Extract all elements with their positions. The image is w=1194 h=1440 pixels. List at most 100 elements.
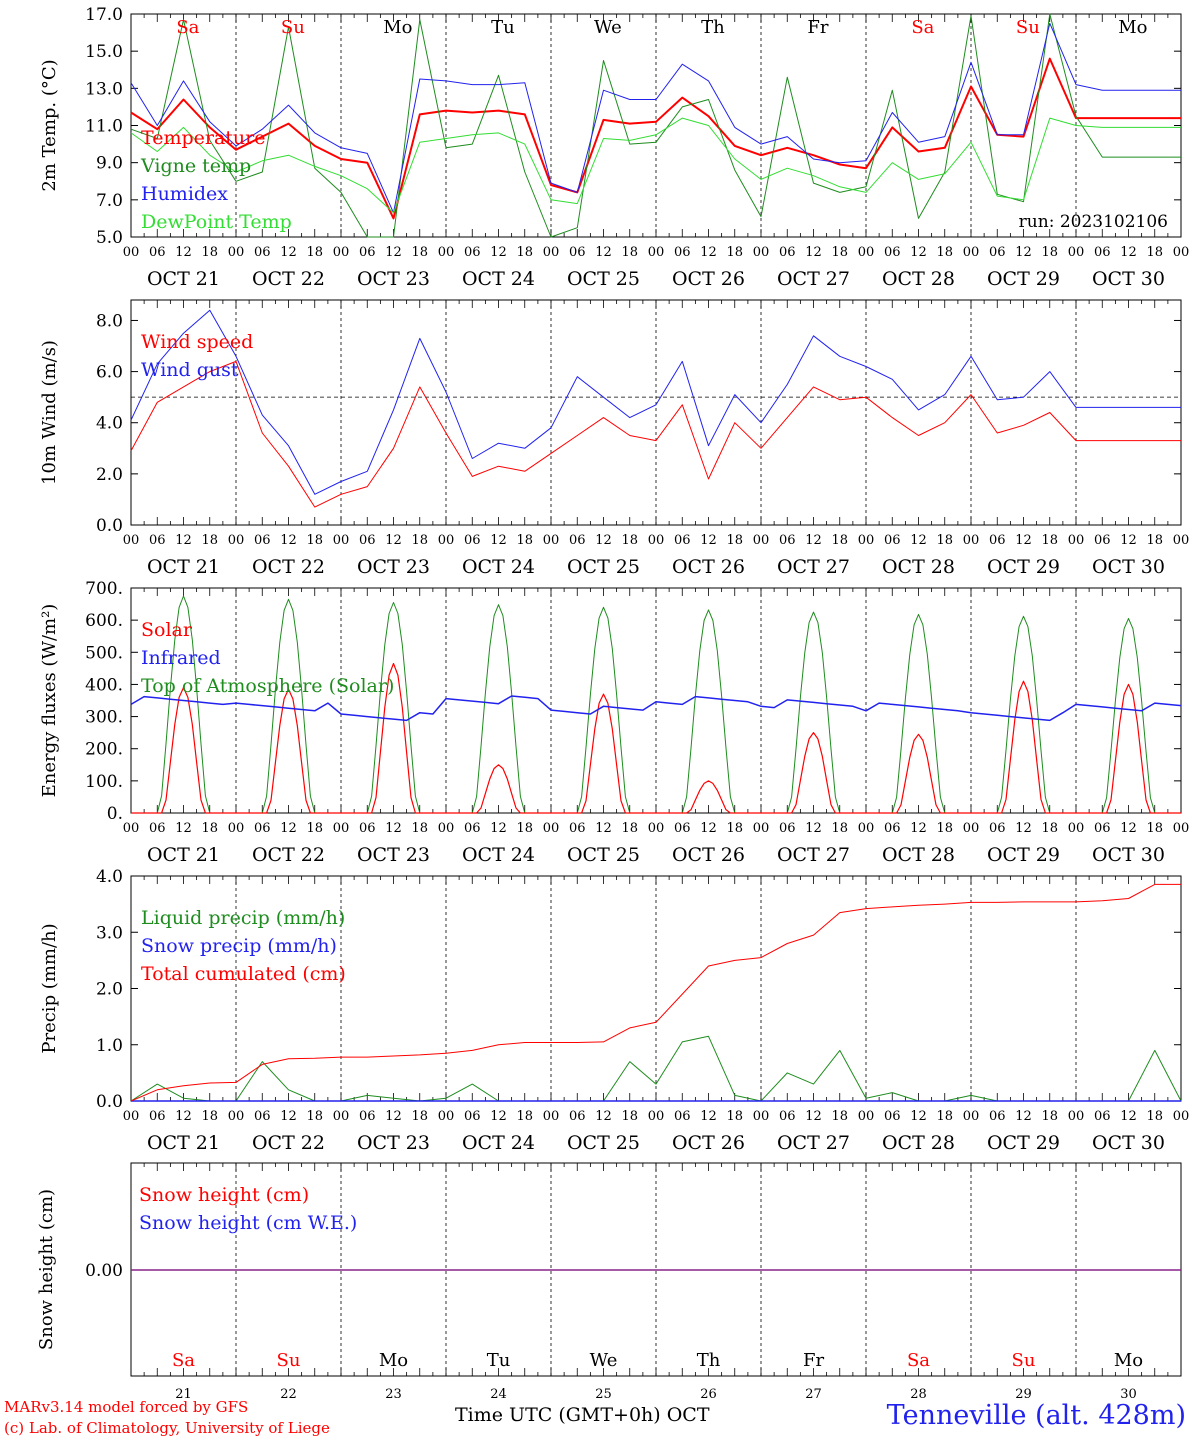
hour-tick-label: 12 <box>280 1109 297 1124</box>
date-label: OCT 23 <box>357 556 430 578</box>
hour-tick-label: 06 <box>464 821 481 836</box>
hour-tick-label: 12 <box>280 821 297 836</box>
hour-tick-label: 12 <box>175 821 192 836</box>
hour-tick-label: 00 <box>963 821 980 836</box>
hour-tick-label: 12 <box>490 821 507 836</box>
y-tick-label: 6.0 <box>96 363 123 383</box>
hour-tick-label: 18 <box>621 533 638 548</box>
panel-frame <box>130 13 1182 238</box>
hour-tick-label: 06 <box>464 1109 481 1124</box>
date-label: OCT 25 <box>567 556 640 578</box>
weekday-label: Fr <box>807 17 828 38</box>
date-label: OCT 21 <box>147 268 220 290</box>
hour-tick-label: 18 <box>516 533 533 548</box>
weekday-label: Tu <box>491 17 515 38</box>
hour-tick-label: 18 <box>936 245 953 260</box>
date-label: OCT 24 <box>462 268 535 290</box>
date-label: OCT 21 <box>147 1132 220 1154</box>
hour-tick-label: 06 <box>1094 533 1111 548</box>
y-tick-label: 4.0 <box>96 414 123 434</box>
hour-tick-label: 12 <box>1015 821 1032 836</box>
hour-tick-label: 12 <box>805 1109 822 1124</box>
hour-tick-label: 18 <box>726 1109 743 1124</box>
date-label: OCT 22 <box>252 844 325 866</box>
legend-entry: Wind gust <box>141 359 239 381</box>
hour-tick-label: 00 <box>123 1109 140 1124</box>
hour-tick-label: 00 <box>753 821 770 836</box>
energy-y-axis: 0. 100. 200. 300. 400. 500. 600. 700. Energy flu… <box>39 579 1181 824</box>
y-tick-label: 13.0 <box>85 79 123 99</box>
hour-tick-label: 18 <box>306 245 323 260</box>
weekday-label: Su <box>1016 17 1040 38</box>
hour-tick-label: 06 <box>149 821 166 836</box>
hour-tick-label: 06 <box>884 1109 901 1124</box>
hour-tick-label: 12 <box>910 245 927 260</box>
hour-tick-label: 12 <box>910 821 927 836</box>
hour-tick-label: 06 <box>989 821 1006 836</box>
temperature-series: Temperature Vigne temp Humidex DewPoint Tem… <box>130 13 1181 238</box>
hour-tick-label: 12 <box>700 1109 717 1124</box>
date-label: OCT 30 <box>1092 1132 1165 1154</box>
hour-tick-label: 12 <box>595 245 612 260</box>
y-tick-label: 0.0 <box>96 516 123 536</box>
date-label: OCT 24 <box>462 556 535 578</box>
hour-tick-label: 18 <box>726 821 743 836</box>
day-number: 25 <box>595 1387 612 1402</box>
y-tick-label: 17.0 <box>85 5 123 25</box>
date-label: OCT 25 <box>567 268 640 290</box>
hour-tick-label: 00 <box>963 1109 980 1124</box>
hour-tick-label: 00 <box>543 245 560 260</box>
date-label: OCT 30 <box>1092 844 1165 866</box>
hour-tick-label: 06 <box>674 245 691 260</box>
hour-tick-label: 00 <box>1173 1109 1190 1124</box>
y-tick-label: 400. <box>85 675 123 695</box>
hour-tick-label: 06 <box>1094 821 1111 836</box>
hour-tick-label: 00 <box>753 1109 770 1124</box>
hour-tick-label: 12 <box>1120 821 1137 836</box>
hour-tick-label: 18 <box>201 1109 218 1124</box>
hour-tick-label: 06 <box>779 533 796 548</box>
hour-tick-label: 00 <box>228 245 245 260</box>
date-label: OCT 29 <box>987 1132 1060 1154</box>
date-label: OCT 29 <box>987 268 1060 290</box>
legend-entry: Infrared <box>141 647 221 669</box>
date-label: OCT 22 <box>252 1132 325 1154</box>
hour-tick-label: 12 <box>700 245 717 260</box>
legend-entry: Snow height (cm) <box>139 1184 309 1206</box>
hour-tick-label: 00 <box>123 533 140 548</box>
y-tick-label: 500. <box>85 643 123 663</box>
hour-tick-label: 06 <box>779 821 796 836</box>
y-tick-label: 8.0 <box>96 311 123 331</box>
hour-tick-label: 18 <box>831 245 848 260</box>
hour-tick-label: 06 <box>1094 245 1111 260</box>
hour-tick-label: 12 <box>805 821 822 836</box>
hour-tick-label: 12 <box>175 533 192 548</box>
hour-tick-label: 18 <box>516 1109 533 1124</box>
legend-entry: Liquid precip (mm/h) <box>141 907 345 929</box>
hour-tick-label: 06 <box>254 245 271 260</box>
y-tick-label: 0. <box>107 804 123 824</box>
hour-tick-label: 12 <box>595 1109 612 1124</box>
hour-tick-label: 06 <box>569 245 586 260</box>
date-label: OCT 27 <box>777 844 850 866</box>
hour-tick-label: 18 <box>411 821 428 836</box>
y-tick-label: 600. <box>85 611 123 631</box>
hour-tick-label: 00 <box>963 245 980 260</box>
y-axis-title: Energy fluxes (W/m²) <box>39 604 60 798</box>
weekday-label: Sa <box>172 1350 195 1371</box>
panel-3: 00 06 12 18 OCT 21 00 06 12 18 OCT 22 00 06 12 18 OCT … <box>123 587 1189 866</box>
hour-tick-label: 06 <box>1094 1109 1111 1124</box>
date-label: OCT 29 <box>987 556 1060 578</box>
y-tick-label: 9.0 <box>96 154 123 174</box>
date-label: OCT 26 <box>672 556 745 578</box>
date-label: OCT 29 <box>987 844 1060 866</box>
precip-series: Liquid precip (mm/h) Snow precip (mm/h) To… <box>130 883 1182 1102</box>
hour-tick-label: 18 <box>1146 1109 1163 1124</box>
y-tick-label: 15.0 <box>85 42 123 62</box>
y-tick-label: 2.0 <box>96 980 123 1000</box>
hour-tick-label: 18 <box>726 533 743 548</box>
hour-tick-label: 00 <box>333 1109 350 1124</box>
hour-tick-label: 00 <box>1068 245 1085 260</box>
hour-tick-label: 12 <box>385 533 402 548</box>
hour-tick-label: 12 <box>805 245 822 260</box>
